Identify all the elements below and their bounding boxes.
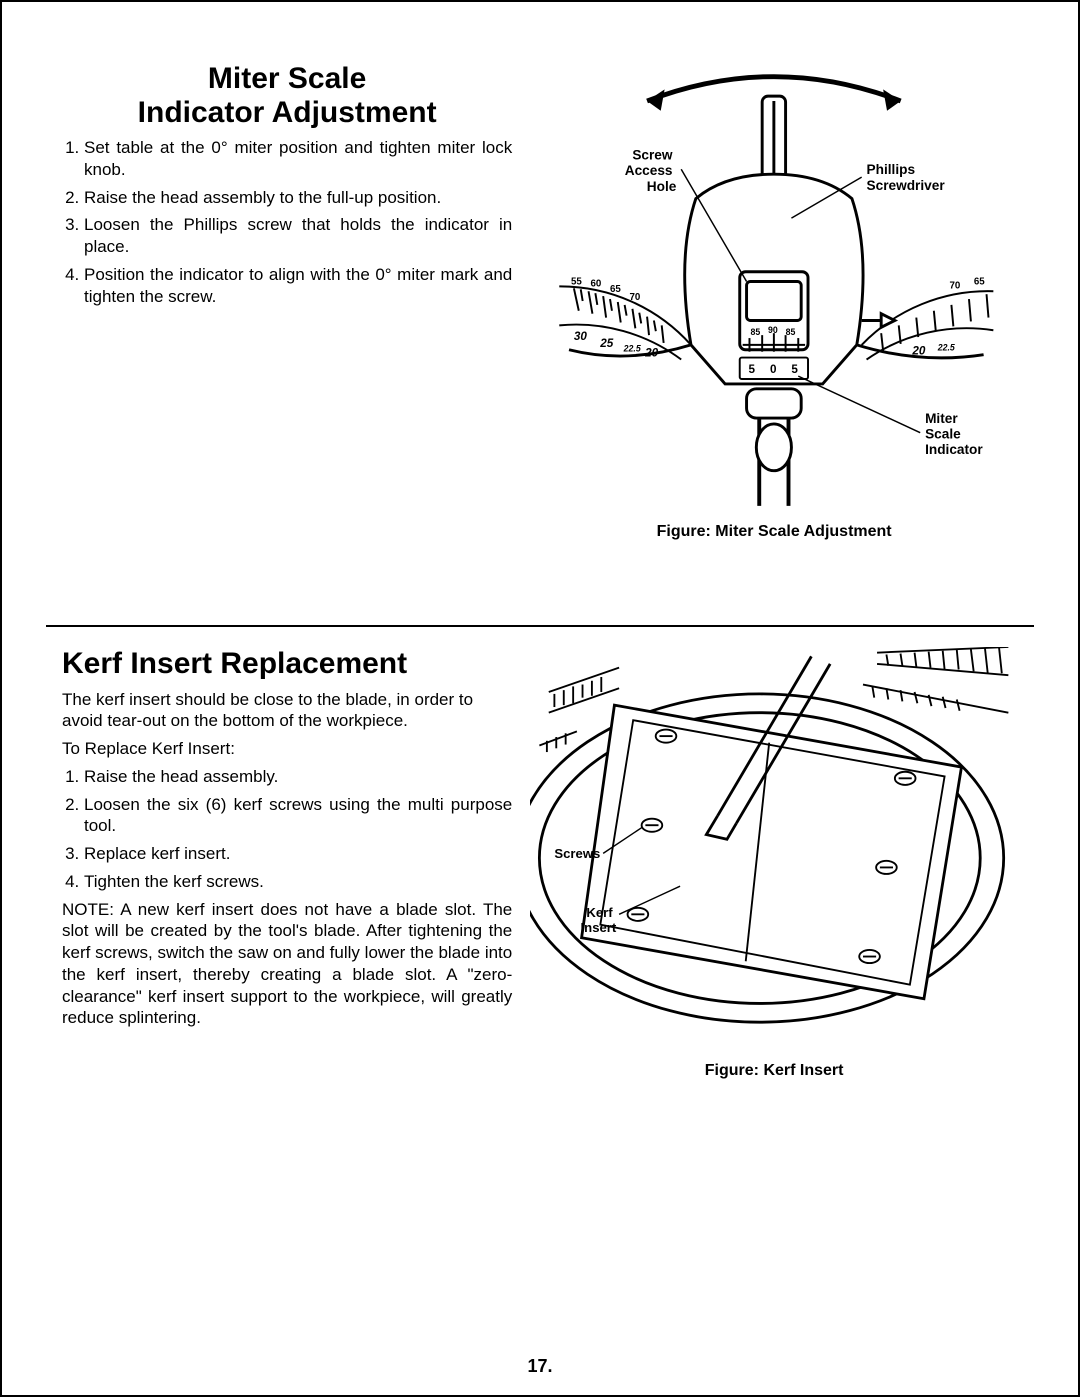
section-kerf-insert: Kerf Insert Replacement The kerf insert … [46,627,1034,1217]
miter-steps: Set table at the 0° miter position and t… [62,137,512,307]
svg-text:25: 25 [599,337,614,350]
svg-text:65: 65 [974,276,985,287]
svg-text:60: 60 [591,278,602,289]
svg-text:22.5: 22.5 [623,344,641,354]
section-miter-scale: Miter Scale Indicator Adjustment Set tab… [46,42,1034,627]
svg-text:22.5: 22.5 [937,343,955,353]
miter-figure-column: Screw Access Hole Phillips Screwdriver M… [530,62,1018,601]
kerf-intro: The kerf insert should be close to the b… [62,689,512,733]
kerf-steps: Raise the head assembly. Loosen the six … [62,766,512,893]
miter-figure-caption: Figure: Miter Scale Adjustment [657,523,892,541]
svg-text:85: 85 [786,327,796,337]
svg-text:70: 70 [630,292,641,303]
svg-text:90: 90 [768,325,778,335]
miter-step: Position the indicator to align with the… [84,264,512,308]
svg-text:65: 65 [610,284,621,295]
kerf-step: Raise the head assembly. [84,766,512,788]
miter-title: Miter Scale Indicator Adjustment [62,62,512,129]
svg-text:20: 20 [644,347,659,360]
kerf-title: Kerf Insert Replacement [62,647,512,681]
page-number: 17. [2,1356,1078,1377]
kerf-figure-caption: Figure: Kerf Insert [705,1062,844,1080]
kerf-figure-svg: Screws Kerf Insert [530,647,1018,1050]
svg-text:0: 0 [770,363,777,376]
miter-text-column: Miter Scale Indicator Adjustment Set tab… [62,62,512,601]
kerf-text-column: Kerf Insert Replacement The kerf insert … [62,647,512,1193]
kerf-figure-column: Screws Kerf Insert Figure: Kerf Insert [530,647,1018,1193]
miter-title-line2: Indicator Adjustment [138,96,437,129]
miter-figure-svg: Screw Access Hole Phillips Screwdriver M… [530,62,1018,511]
kerf-step: Tighten the kerf screws. [84,871,512,893]
kerf-note: NOTE: A new kerf insert does not have a … [62,899,512,1030]
miter-step: Set table at the 0° miter position and t… [84,137,512,181]
svg-text:20: 20 [912,345,927,358]
svg-text:Miter Scale: Miter Scale Indicator [925,411,983,457]
svg-text:Kerf Insert: Kerf Insert [581,905,617,935]
miter-title-line1: Miter Scale [208,62,366,95]
svg-text:5: 5 [792,363,799,376]
svg-text:85: 85 [751,327,761,337]
svg-text:70: 70 [950,280,961,291]
kerf-step: Replace kerf insert. [84,843,512,865]
miter-step: Loosen the Phillips screw that holds the… [84,214,512,258]
manual-page: Miter Scale Indicator Adjustment Set tab… [0,0,1080,1397]
kerf-step: Loosen the six (6) kerf screws using the… [84,794,512,838]
svg-text:Phillips Screwdriv: Phillips Screwdriver [867,162,946,193]
kerf-label-screws: Screws [555,846,601,861]
miter-step: Raise the head assembly to the full-up p… [84,187,512,209]
kerf-subheading: To Replace Kerf Insert: [62,738,512,760]
svg-text:5: 5 [749,363,756,376]
svg-text:Screw Access: Screw Access Hole [625,148,677,194]
svg-text:55: 55 [571,276,582,287]
svg-text:30: 30 [574,330,588,343]
